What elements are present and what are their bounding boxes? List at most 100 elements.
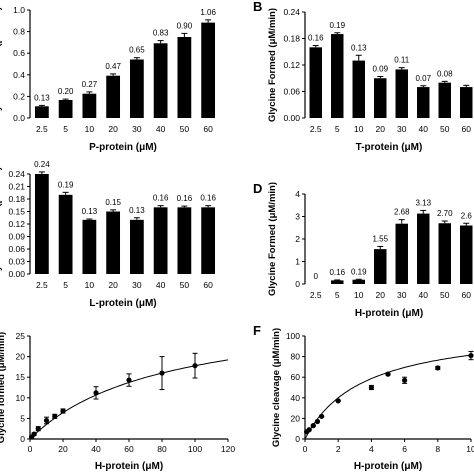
y-tick-label: 0.0: [13, 113, 25, 123]
bar: [106, 75, 121, 118]
data-label: 0.09: [372, 64, 388, 73]
y-tick-label: 0.00: [8, 269, 25, 279]
bar: [352, 279, 365, 284]
data-label: 2.70: [437, 209, 453, 218]
data-label: 0.13: [82, 207, 98, 216]
x-tick-label: 80: [157, 444, 167, 454]
y-tick-label: 5: [20, 413, 25, 423]
fit-curve: [304, 354, 472, 440]
y-tick-label: 0.00: [283, 113, 300, 123]
y-tick-label: 0.18: [8, 194, 25, 204]
data-label: 0.13: [129, 206, 145, 215]
y-tick-label: 0.24: [8, 169, 25, 179]
bar: [374, 249, 387, 284]
x-tick-label: 0: [303, 444, 308, 454]
bar: [395, 69, 408, 118]
x-tick-label: 5: [335, 124, 340, 134]
y-tick-label: 60: [291, 372, 301, 382]
y-axis-label: Glycine Formed (μM/min): [267, 182, 278, 296]
x-tick-label: 40: [156, 124, 166, 134]
data-point: [319, 413, 325, 419]
y-tick-label: 0.18: [283, 34, 300, 44]
data-label: 0.27: [82, 80, 98, 89]
x-tick-label: 40: [419, 290, 429, 300]
x-tick-label: 10: [354, 124, 364, 134]
data-label: 0.13: [34, 93, 50, 102]
x-tick-label: 40: [156, 280, 166, 290]
y-tick-label: 0.03: [8, 257, 25, 267]
y-tick-label: 15: [16, 372, 26, 382]
y-tick-label: 80: [291, 352, 301, 362]
panel-a: 0.0 0.2 0.4 0.6 0.8 1.0 Glycine Formed (μM/min…: [0, 5, 216, 153]
bar: [417, 87, 430, 118]
x-tick-label: 10: [85, 124, 95, 134]
y-tick-label: 25: [16, 331, 26, 341]
data-label: 0.83: [153, 29, 169, 38]
data-label: 0.90: [177, 21, 193, 30]
x-tick-label: 10: [85, 280, 95, 290]
x-tick-label: 50: [440, 290, 450, 300]
data-point: [159, 370, 165, 376]
y-tick-label: 0.12: [283, 60, 300, 70]
data-label: 0.13: [351, 43, 367, 52]
x-tick-label: 30: [397, 290, 407, 300]
data-label: 0.15: [105, 198, 121, 207]
data-label: 0.19: [351, 267, 367, 276]
data-label: 1.06: [200, 8, 216, 17]
x-tick-label: 30: [132, 124, 142, 134]
x-tick-label: 120: [221, 444, 235, 454]
x-tick-label: 50: [180, 124, 190, 134]
x-tick-label: 40: [91, 444, 101, 454]
x-tick-label: 5: [63, 280, 68, 290]
bar: [309, 47, 322, 119]
x-tick-label: 60: [462, 124, 472, 134]
y-tick-label: 0.4: [13, 70, 25, 80]
bar: [34, 106, 49, 118]
x-tick-label: 2.5: [310, 290, 322, 300]
x-tick-label: 2: [336, 444, 341, 454]
y-tick-label: 20: [291, 413, 301, 423]
panel-letter: F: [253, 323, 261, 338]
bar: [177, 37, 192, 118]
y-axis-label: Glycine cleavage (μM/min): [271, 328, 282, 447]
x-tick-label: 30: [132, 280, 142, 290]
x-axis-label: T-protein (μM): [356, 142, 423, 153]
y-tick-label: 0.15: [8, 207, 25, 217]
x-tick-label: 20: [376, 124, 386, 134]
x-tick-label: 40: [419, 124, 429, 134]
y-tick-label: 0.12: [8, 219, 25, 229]
x-tick-label: 8: [435, 444, 440, 454]
bar: [460, 225, 473, 284]
data-label: 0.16: [329, 268, 345, 277]
data-label: 0.08: [437, 69, 453, 78]
x-tick-label: 60: [203, 124, 213, 134]
data-label: 2.6: [461, 211, 473, 220]
bar: [58, 194, 73, 274]
y-tick-label: 0.21: [8, 182, 25, 192]
bar: [201, 207, 216, 274]
data-point: [52, 413, 58, 419]
data-label: 3.13: [415, 198, 431, 207]
x-tick-label: 60: [124, 444, 134, 454]
data-label: 1.55: [372, 234, 388, 243]
panel-letter: D: [253, 181, 262, 196]
x-tick-label: 10: [354, 290, 364, 300]
data-label: 0.11: [394, 56, 410, 65]
bar: [417, 213, 430, 284]
x-tick-label: 60: [203, 280, 213, 290]
data-label: 0.20: [58, 87, 74, 96]
y-tick-label: 0: [20, 434, 25, 444]
bar: [177, 207, 192, 274]
y-tick-label: 3: [295, 212, 300, 222]
data-point: [126, 377, 132, 383]
y-tick-label: 40: [291, 393, 301, 403]
bar: [352, 60, 365, 118]
data-point: [306, 427, 312, 433]
data-point: [402, 377, 408, 383]
bar: [34, 174, 49, 274]
bar: [129, 219, 144, 274]
bar: [331, 34, 344, 119]
x-tick-label: 50: [440, 124, 450, 134]
bar: [374, 78, 387, 118]
